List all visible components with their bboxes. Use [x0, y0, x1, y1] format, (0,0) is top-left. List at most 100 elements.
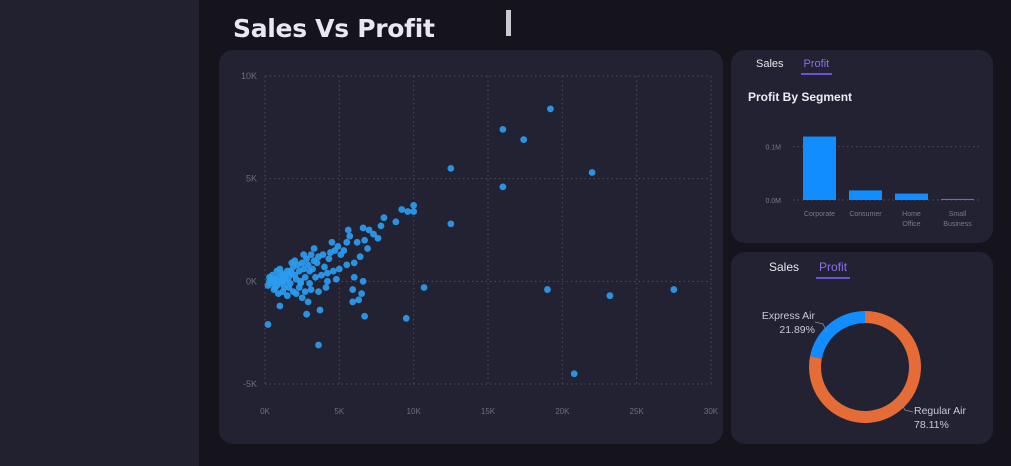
- scatter-point[interactable]: [331, 247, 339, 254]
- scatter-point[interactable]: [392, 218, 400, 226]
- scatter-point[interactable]: [322, 284, 330, 291]
- scatter-point[interactable]: [410, 201, 418, 209]
- x-tick-label: Small: [949, 211, 967, 218]
- scatter-point[interactable]: [318, 271, 325, 279]
- scatter-point[interactable]: [670, 286, 678, 293]
- donut-slice[interactable]: [810, 311, 865, 359]
- scatter-point[interactable]: [398, 206, 406, 213]
- scatter-point[interactable]: [303, 310, 311, 318]
- tab-profit[interactable]: Profit: [816, 260, 851, 279]
- scatter-point[interactable]: [295, 267, 303, 275]
- tab-profit[interactable]: Profit: [800, 58, 833, 75]
- text-cursor: [506, 10, 511, 36]
- scatter-point[interactable]: [588, 169, 596, 176]
- scatter-point[interactable]: [298, 294, 306, 302]
- tab-sales[interactable]: Sales: [769, 260, 800, 274]
- scatter-point[interactable]: [346, 232, 354, 240]
- scatter-point[interactable]: [355, 296, 363, 304]
- scatter-point[interactable]: [301, 273, 309, 281]
- scatter-point[interactable]: [353, 238, 361, 246]
- scatter-point[interactable]: [301, 288, 309, 295]
- bar[interactable]: [803, 136, 836, 200]
- scatter-point[interactable]: [544, 286, 551, 293]
- scatter-point[interactable]: [377, 222, 385, 230]
- page-title: Sales Vs Profit: [233, 14, 435, 43]
- scatter-point[interactable]: [276, 265, 284, 273]
- bar[interactable]: [849, 190, 882, 200]
- scatter-point[interactable]: [312, 273, 319, 281]
- bar[interactable]: [895, 193, 928, 200]
- scatter-point[interactable]: [329, 267, 337, 275]
- scatter-point[interactable]: [272, 284, 279, 291]
- scatter-point[interactable]: [370, 230, 377, 238]
- scatter-point[interactable]: [315, 253, 322, 261]
- scatter-point[interactable]: [264, 321, 272, 328]
- scatter-point[interactable]: [364, 245, 371, 252]
- scatter-point[interactable]: [276, 302, 284, 310]
- scatter-point[interactable]: [337, 251, 345, 259]
- sales-vs-profit-scatter-chart[interactable]: 10K 5K 0K -5K 0K 5K 10K 15K 20K 25K 30K: [219, 50, 723, 444]
- scatter-point[interactable]: [328, 238, 336, 246]
- scatter-point[interactable]: [285, 284, 293, 291]
- scatter-point[interactable]: [304, 298, 312, 306]
- scatter-point[interactable]: [547, 105, 554, 113]
- scatter-point[interactable]: [343, 261, 351, 269]
- scatter-point[interactable]: [570, 370, 578, 378]
- scatter-point[interactable]: [356, 253, 364, 261]
- scatter-point[interactable]: [300, 251, 308, 259]
- scatter-point[interactable]: [306, 279, 313, 287]
- scatter-point[interactable]: [288, 259, 296, 267]
- scatter-point[interactable]: [335, 265, 343, 273]
- scatter-point[interactable]: [304, 261, 312, 269]
- scatter-point[interactable]: [264, 282, 272, 289]
- scatter-point[interactable]: [276, 277, 284, 285]
- scatter-point[interactable]: [267, 275, 275, 283]
- scatter-point[interactable]: [499, 125, 507, 133]
- scatter-point[interactable]: [344, 226, 352, 234]
- scatter-point[interactable]: [292, 290, 300, 298]
- bar[interactable]: [941, 198, 974, 200]
- scatter-point[interactable]: [343, 238, 351, 246]
- scatter-point[interactable]: [283, 292, 291, 300]
- scatter-point[interactable]: [404, 208, 412, 215]
- scatter-point[interactable]: [306, 267, 313, 275]
- scatter-point[interactable]: [307, 251, 315, 259]
- scatter-point[interactable]: [350, 259, 358, 267]
- scatter-point[interactable]: [313, 259, 321, 267]
- scatter-point[interactable]: [310, 245, 318, 252]
- scatter-point[interactable]: [332, 275, 340, 283]
- scatter-point[interactable]: [315, 341, 322, 349]
- scatter-point[interactable]: [359, 224, 367, 232]
- scatter-point[interactable]: [359, 277, 367, 285]
- scatter-point[interactable]: [349, 286, 357, 293]
- scatter-point[interactable]: [324, 269, 331, 277]
- scatter-point[interactable]: [410, 208, 418, 215]
- ship-mode-donut-chart[interactable]: [731, 252, 993, 444]
- profit-by-segment-bar-chart[interactable]: 0.1M 0.0M Corporate Consumer Home Office Small…: [731, 50, 993, 243]
- scatter-point[interactable]: [374, 234, 382, 242]
- scatter-point[interactable]: [315, 288, 322, 295]
- scatter-point[interactable]: [499, 183, 507, 191]
- scatter-point[interactable]: [316, 306, 324, 314]
- scatter-point[interactable]: [358, 290, 366, 298]
- scatter-point[interactable]: [402, 314, 410, 322]
- scatter-point[interactable]: [297, 279, 305, 287]
- scatter-point[interactable]: [325, 255, 333, 263]
- scatter-point[interactable]: [447, 165, 455, 172]
- scatter-point[interactable]: [321, 263, 328, 271]
- scatter-point[interactable]: [286, 267, 294, 275]
- scatter-point[interactable]: [324, 277, 331, 285]
- scatter-point[interactable]: [606, 292, 614, 300]
- scatter-point[interactable]: [365, 226, 373, 234]
- scatter-point[interactable]: [380, 214, 388, 222]
- scatter-point[interactable]: [350, 273, 358, 281]
- scatter-point[interactable]: [361, 312, 369, 320]
- scatter-point[interactable]: [307, 286, 315, 293]
- tab-sales[interactable]: Sales: [756, 58, 784, 70]
- scatter-point[interactable]: [420, 284, 428, 291]
- scatter-point[interactable]: [361, 236, 369, 244]
- scatter-point[interactable]: [274, 290, 282, 298]
- scatter-point[interactable]: [520, 136, 528, 144]
- scatter-point[interactable]: [447, 220, 455, 228]
- scatter-point[interactable]: [349, 298, 357, 306]
